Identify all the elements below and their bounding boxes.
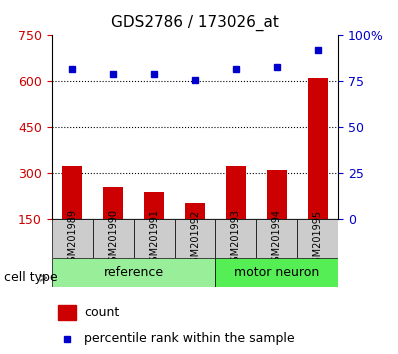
Text: count: count — [84, 306, 120, 319]
Text: motor neuron: motor neuron — [234, 266, 320, 279]
Bar — [62, 166, 82, 219]
FancyBboxPatch shape — [215, 219, 256, 258]
FancyBboxPatch shape — [52, 219, 93, 258]
Bar — [58, 305, 76, 320]
Text: reference: reference — [103, 266, 164, 279]
FancyBboxPatch shape — [215, 258, 338, 287]
Bar — [226, 166, 246, 219]
FancyBboxPatch shape — [134, 219, 175, 258]
Text: GSM201991: GSM201991 — [149, 210, 159, 268]
FancyBboxPatch shape — [175, 219, 215, 258]
Bar — [185, 202, 205, 219]
Text: percentile rank within the sample: percentile rank within the sample — [84, 332, 295, 345]
FancyBboxPatch shape — [93, 219, 134, 258]
FancyBboxPatch shape — [297, 219, 338, 258]
Bar — [144, 192, 164, 219]
Bar — [103, 187, 123, 219]
Title: GDS2786 / 173026_at: GDS2786 / 173026_at — [111, 15, 279, 31]
FancyBboxPatch shape — [52, 258, 215, 287]
Text: cell type: cell type — [4, 272, 58, 284]
Text: GSM201994: GSM201994 — [272, 210, 282, 268]
Text: GSM201992: GSM201992 — [190, 209, 200, 269]
Bar — [308, 78, 328, 219]
FancyBboxPatch shape — [256, 219, 297, 258]
Text: GSM201995: GSM201995 — [313, 209, 323, 269]
Text: GSM201989: GSM201989 — [67, 210, 77, 268]
Text: GSM201993: GSM201993 — [231, 210, 241, 268]
Bar — [267, 170, 287, 219]
Text: GSM201990: GSM201990 — [108, 210, 118, 268]
